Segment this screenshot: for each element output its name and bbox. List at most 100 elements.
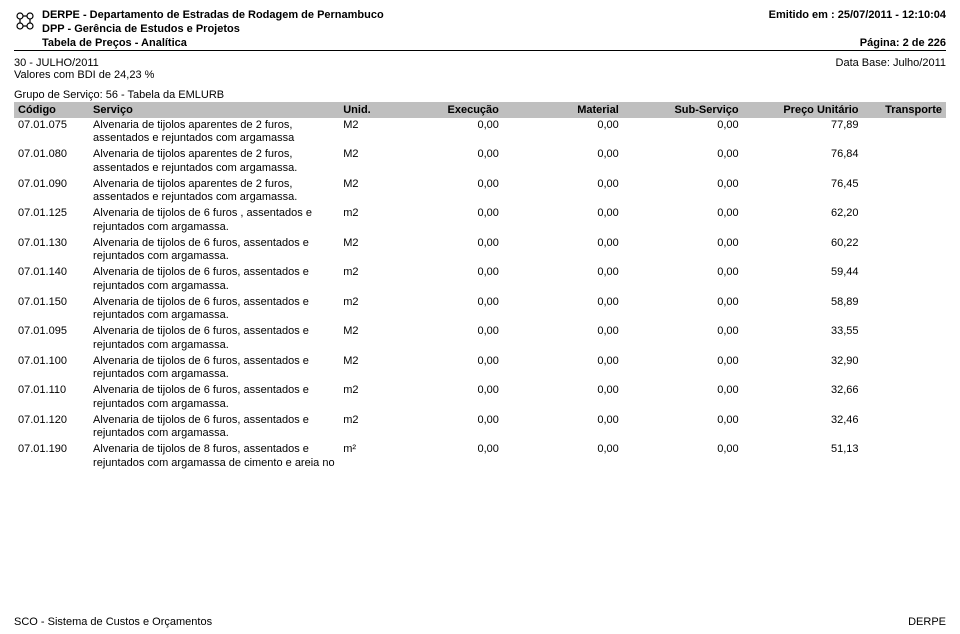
cell-exec: 0,00: [383, 413, 503, 443]
cell-transp: [863, 354, 946, 384]
cell-preco: 32,90: [743, 354, 863, 384]
report-footer: SCO - Sistema de Custos e Orçamentos DER…: [14, 616, 946, 628]
cell-mat: 0,00: [503, 383, 623, 413]
cell-sub: 0,00: [623, 118, 743, 148]
header-underline: Tabela de Preços - Analítica Página: 2 d…: [14, 37, 946, 51]
data-base: Data Base: Julho/2011: [836, 57, 946, 81]
page-number: Página: 2 de 226: [860, 37, 946, 49]
cell-unid: m2: [339, 413, 383, 443]
cell-mat: 0,00: [503, 118, 623, 148]
cell-codigo: 07.01.110: [14, 383, 89, 413]
period-line-1: 30 - JULHO/2011: [14, 57, 154, 69]
org-line-1: DERPE - Departamento de Estradas de Roda…: [42, 8, 384, 22]
table-row: 07.01.090Alvenaria de tijolos aparentes …: [14, 177, 946, 207]
cell-servico: Alvenaria de tijolos de 8 furos, assenta…: [89, 442, 339, 472]
cell-codigo: 07.01.190: [14, 442, 89, 472]
cell-exec: 0,00: [383, 354, 503, 384]
org-line-2: DPP - Gerência de Estudos e Projetos: [42, 22, 384, 36]
cell-servico: Alvenaria de tijolos de 6 furos, assenta…: [89, 295, 339, 325]
cell-exec: 0,00: [383, 295, 503, 325]
cell-servico: Alvenaria de tijolos de 6 furos , assent…: [89, 206, 339, 236]
cell-transp: [863, 413, 946, 443]
cell-unid: m2: [339, 206, 383, 236]
table-row: 07.01.125Alvenaria de tijolos de 6 furos…: [14, 206, 946, 236]
cell-sub: 0,00: [623, 147, 743, 177]
period-line-2: Valores com BDI de 24,23 %: [14, 69, 154, 81]
cell-servico: Alvenaria de tijolos de 6 furos, assenta…: [89, 354, 339, 384]
cell-sub: 0,00: [623, 236, 743, 266]
table-row: 07.01.100Alvenaria de tijolos de 6 furos…: [14, 354, 946, 384]
cell-preco: 51,13: [743, 442, 863, 472]
cell-preco: 33,55: [743, 324, 863, 354]
period-row: 30 - JULHO/2011 Valores com BDI de 24,23…: [14, 57, 946, 81]
cell-mat: 0,00: [503, 147, 623, 177]
table-row: 07.01.120Alvenaria de tijolos de 6 furos…: [14, 413, 946, 443]
cell-transp: [863, 236, 946, 266]
cell-exec: 0,00: [383, 236, 503, 266]
cell-servico: Alvenaria de tijolos de 6 furos, assenta…: [89, 236, 339, 266]
table-row: 07.01.130Alvenaria de tijolos de 6 furos…: [14, 236, 946, 266]
col-transp: Transporte: [863, 102, 946, 118]
price-table: Código Serviço Unid. Execução Material S…: [14, 102, 946, 472]
cell-mat: 0,00: [503, 295, 623, 325]
cell-codigo: 07.01.075: [14, 118, 89, 148]
cell-preco: 77,89: [743, 118, 863, 148]
group-label: Grupo de Serviço: 56 - Tabela da EMLURB: [14, 89, 946, 101]
cell-exec: 0,00: [383, 147, 503, 177]
cell-codigo: 07.01.090: [14, 177, 89, 207]
cell-preco: 32,46: [743, 413, 863, 443]
cell-preco: 76,45: [743, 177, 863, 207]
cell-unid: m2: [339, 383, 383, 413]
cell-exec: 0,00: [383, 265, 503, 295]
cell-codigo: 07.01.125: [14, 206, 89, 236]
cell-sub: 0,00: [623, 442, 743, 472]
cell-mat: 0,00: [503, 413, 623, 443]
cell-transp: [863, 206, 946, 236]
cell-preco: 58,89: [743, 295, 863, 325]
cell-exec: 0,00: [383, 206, 503, 236]
cell-preco: 60,22: [743, 236, 863, 266]
cell-sub: 0,00: [623, 324, 743, 354]
cell-transp: [863, 147, 946, 177]
table-row: 07.01.080Alvenaria de tijolos aparentes …: [14, 147, 946, 177]
cell-mat: 0,00: [503, 265, 623, 295]
cell-unid: M2: [339, 118, 383, 148]
cell-exec: 0,00: [383, 177, 503, 207]
table-row: 07.01.095Alvenaria de tijolos de 6 furos…: [14, 324, 946, 354]
cell-mat: 0,00: [503, 206, 623, 236]
cell-codigo: 07.01.095: [14, 324, 89, 354]
cell-codigo: 07.01.150: [14, 295, 89, 325]
cell-codigo: 07.01.130: [14, 236, 89, 266]
cell-transp: [863, 383, 946, 413]
col-codigo: Código: [14, 102, 89, 118]
cell-transp: [863, 324, 946, 354]
col-preco: Preço Unitário: [743, 102, 863, 118]
cell-transp: [863, 442, 946, 472]
cell-sub: 0,00: [623, 383, 743, 413]
cell-exec: 0,00: [383, 324, 503, 354]
table-row: 07.01.150Alvenaria de tijolos de 6 furos…: [14, 295, 946, 325]
derpe-logo-icon: [14, 10, 36, 35]
cell-preco: 32,66: [743, 383, 863, 413]
cell-transp: [863, 177, 946, 207]
table-row: 07.01.110Alvenaria de tijolos de 6 furos…: [14, 383, 946, 413]
cell-unid: m2: [339, 265, 383, 295]
cell-exec: 0,00: [383, 118, 503, 148]
cell-codigo: 07.01.080: [14, 147, 89, 177]
footer-left: SCO - Sistema de Custos e Orçamentos: [14, 616, 212, 628]
footer-right: DERPE: [908, 616, 946, 628]
cell-unid: M2: [339, 324, 383, 354]
cell-unid: M2: [339, 354, 383, 384]
cell-preco: 59,44: [743, 265, 863, 295]
org-line-3: Tabela de Preços - Analítica: [42, 37, 187, 49]
cell-servico: Alvenaria de tijolos de 6 furos, assenta…: [89, 324, 339, 354]
cell-servico: Alvenaria de tijolos aparentes de 2 furo…: [89, 118, 339, 148]
col-mat: Material: [503, 102, 623, 118]
cell-sub: 0,00: [623, 295, 743, 325]
cell-servico: Alvenaria de tijolos de 6 furos, assenta…: [89, 265, 339, 295]
cell-transp: [863, 265, 946, 295]
cell-codigo: 07.01.120: [14, 413, 89, 443]
table-row: 07.01.075Alvenaria de tijolos aparentes …: [14, 118, 946, 148]
cell-mat: 0,00: [503, 324, 623, 354]
cell-sub: 0,00: [623, 354, 743, 384]
